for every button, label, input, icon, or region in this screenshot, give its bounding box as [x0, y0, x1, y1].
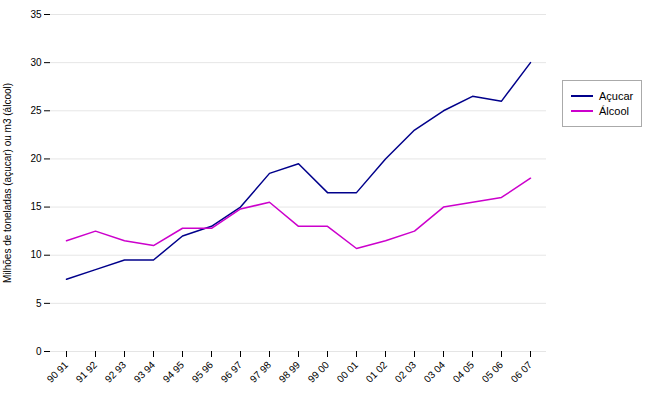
svg-text:00 01: 00 01	[335, 359, 361, 385]
svg-text:06 07: 06 07	[509, 359, 535, 385]
svg-text:Milhões de toneladas (açucar): Milhões de toneladas (açucar) ou m3 (álc…	[2, 83, 13, 283]
svg-text:97 98: 97 98	[248, 359, 274, 385]
svg-text:04 05: 04 05	[451, 359, 477, 385]
svg-text:02 03: 02 03	[393, 359, 419, 385]
svg-text:92 93: 92 93	[103, 359, 129, 385]
svg-text:90 91: 90 91	[45, 359, 71, 385]
svg-text:94 95: 94 95	[161, 359, 187, 385]
svg-text:01 02: 01 02	[364, 359, 390, 385]
svg-text:5: 5	[36, 298, 42, 309]
svg-text:95 96: 95 96	[190, 359, 216, 385]
svg-text:05 06: 05 06	[480, 359, 506, 385]
html-text:Álcool: Álcool	[599, 105, 629, 117]
svg-text:0: 0	[36, 346, 42, 357]
svg-text:98 99: 98 99	[277, 359, 303, 385]
svg-text:10: 10	[30, 249, 42, 260]
svg-text:99 00: 99 00	[306, 359, 332, 385]
svg-text:25: 25	[30, 105, 42, 116]
html-text:Açucar: Açucar	[599, 90, 634, 102]
svg-text:15: 15	[30, 201, 42, 212]
svg-text:96 97: 96 97	[219, 359, 245, 385]
svg-text:03 04: 03 04	[422, 359, 448, 385]
svg-text:20: 20	[30, 153, 42, 164]
svg-text:35: 35	[30, 9, 42, 20]
svg-text:91 92: 91 92	[74, 359, 100, 385]
svg-text:30: 30	[30, 57, 42, 68]
svg-text:93 94: 93 94	[132, 359, 158, 385]
